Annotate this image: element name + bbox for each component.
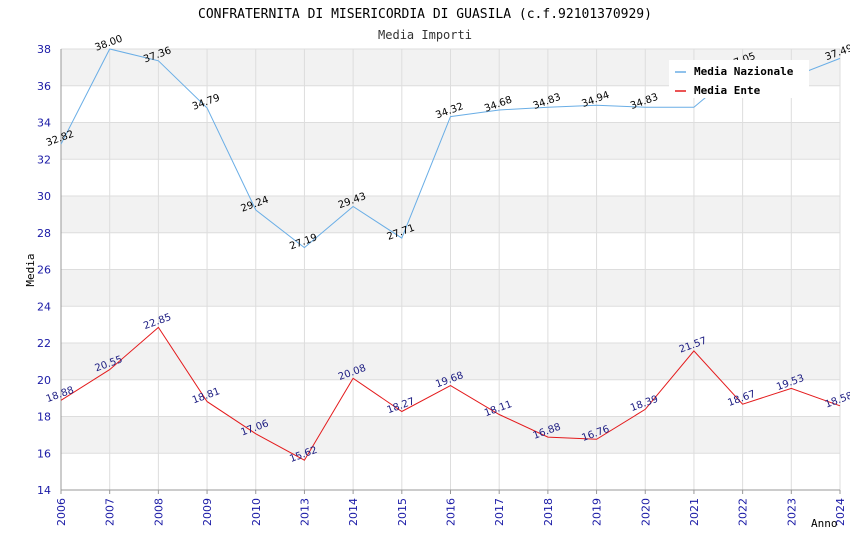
x-tick-label: 2006 [55,498,68,526]
x-tick-label: 2007 [104,498,117,526]
x-tick-label: 2015 [396,498,409,526]
x-tick-label: 2021 [688,498,701,526]
y-tick-label: 38 [37,43,51,56]
legend: Media Nazionale Media Ente [669,60,809,98]
legend-label-ente: Media Ente [694,84,761,97]
y-tick-label: 22 [37,337,51,350]
data-label: 18.58 [824,390,850,410]
legend-label-nazionale: Media Nazionale [694,65,794,78]
x-tick-label: 2014 [347,498,360,526]
x-tick-label: 2009 [201,498,214,526]
series-line-ente [60,326,841,461]
x-tick-labels: 2006 2007 2008 2009 2010 2013 2014 2015 2016 2017… [55,498,847,526]
x-axis-title: Anno [811,517,838,530]
x-tick-label: 2022 [737,498,750,526]
y-tick-label: 18 [37,411,51,424]
data-label: 18.88 [45,385,76,405]
data-label: 34.83 [532,92,563,112]
x-tick-label: 2023 [785,498,798,526]
data-label: 22.85 [142,312,173,332]
x-tick-label: 2017 [493,498,506,526]
data-label: 18.81 [191,386,222,406]
data-labels: 32.8238.0037.3634.7929.2427.1929.4327.71… [45,34,850,465]
x-tick-label: 2008 [152,498,165,526]
y-tick-label: 24 [37,300,51,313]
y-tick-label: 34 [37,117,51,130]
data-label: 18.27 [386,396,417,416]
chart-title: CONFRATERNITA DI MISERICORDIA DI GUASILA… [198,7,652,22]
data-label: 34.68 [483,95,514,115]
data-label: 27.19 [288,232,319,252]
y-tick-label: 36 [37,80,51,93]
y-tick-label: 30 [37,190,51,203]
data-label: 34.79 [191,93,222,113]
x-tick-label: 2020 [639,498,652,526]
legend-box [669,60,809,98]
y-tick-label: 32 [37,153,51,166]
x-tick-label: 2010 [250,498,263,526]
chart-subtitle: Media Importi [378,28,472,42]
x-tick-label: 2024 [834,498,847,526]
y-axis-title: Media [24,253,37,286]
data-label: 34.83 [629,92,660,112]
y-tick-label: 14 [37,484,51,497]
x-tick-label: 2018 [542,498,555,526]
y-tick-labels: 14 16 18 20 22 24 26 28 30 32 34 36 38 [37,43,51,497]
x-tick-label: 2019 [591,498,604,526]
x-tick-label: 2016 [445,498,458,526]
x-tick-label: 2013 [298,498,311,526]
y-tick-label: 16 [37,447,51,460]
data-label: 34.94 [580,90,611,110]
axes [60,49,841,494]
y-tick-label: 28 [37,227,51,240]
y-tick-label: 20 [37,374,51,387]
y-tick-label: 26 [37,264,51,277]
grid-lines [60,48,841,491]
data-label: 18.39 [629,394,660,414]
